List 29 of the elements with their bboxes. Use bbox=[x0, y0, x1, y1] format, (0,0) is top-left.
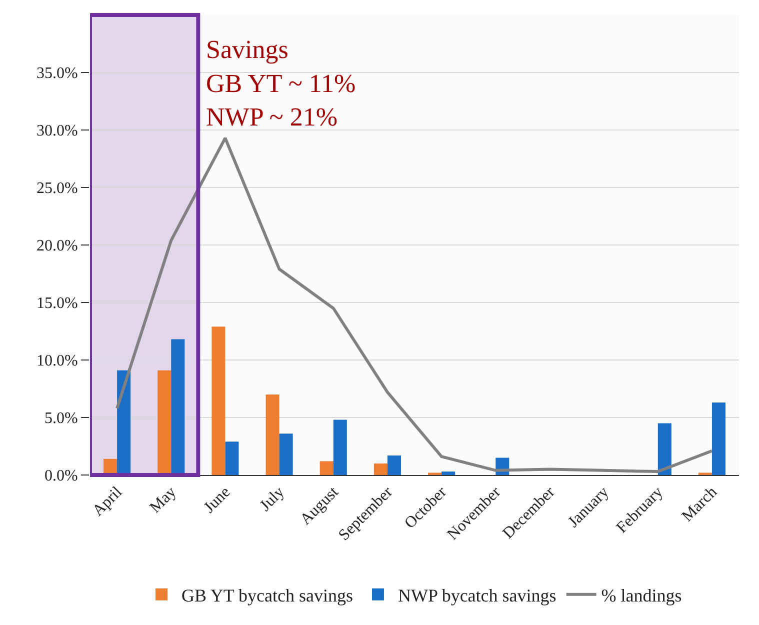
bar bbox=[387, 455, 401, 475]
bar bbox=[212, 326, 226, 475]
bar bbox=[225, 442, 239, 475]
bar bbox=[658, 423, 672, 475]
bar bbox=[333, 420, 347, 475]
y-tick-label: 35.0% bbox=[36, 65, 78, 82]
y-tick-label: 0.0% bbox=[44, 468, 78, 485]
y-tick-label: 30.0% bbox=[36, 122, 78, 140]
bar bbox=[320, 461, 334, 475]
y-tick-label: 5.0% bbox=[44, 410, 78, 428]
legend-label: GB YT bycatch savings bbox=[182, 585, 353, 606]
bar bbox=[279, 434, 293, 475]
x-tick-label: May bbox=[146, 484, 180, 516]
y-tick-label: 20.0% bbox=[36, 238, 78, 255]
legend-label: NWP bycatch savings bbox=[398, 585, 556, 606]
bar bbox=[442, 472, 456, 475]
x-tick-label: July bbox=[256, 484, 288, 515]
bar bbox=[712, 402, 726, 475]
line-series bbox=[116, 136, 714, 474]
bar bbox=[266, 394, 280, 475]
bar bbox=[374, 464, 388, 475]
annotation: Savings GB YT ~ 11% NWP ~ 21% bbox=[206, 35, 356, 132]
y-tick-label: 15.0% bbox=[36, 295, 78, 312]
y-tick-label: 25.0% bbox=[36, 180, 78, 198]
legend-label: % landings bbox=[601, 585, 682, 606]
bar bbox=[171, 339, 185, 475]
bar bbox=[158, 370, 172, 475]
y-tick-label: 10.0% bbox=[36, 352, 78, 370]
x-tick-label: June bbox=[200, 484, 234, 516]
